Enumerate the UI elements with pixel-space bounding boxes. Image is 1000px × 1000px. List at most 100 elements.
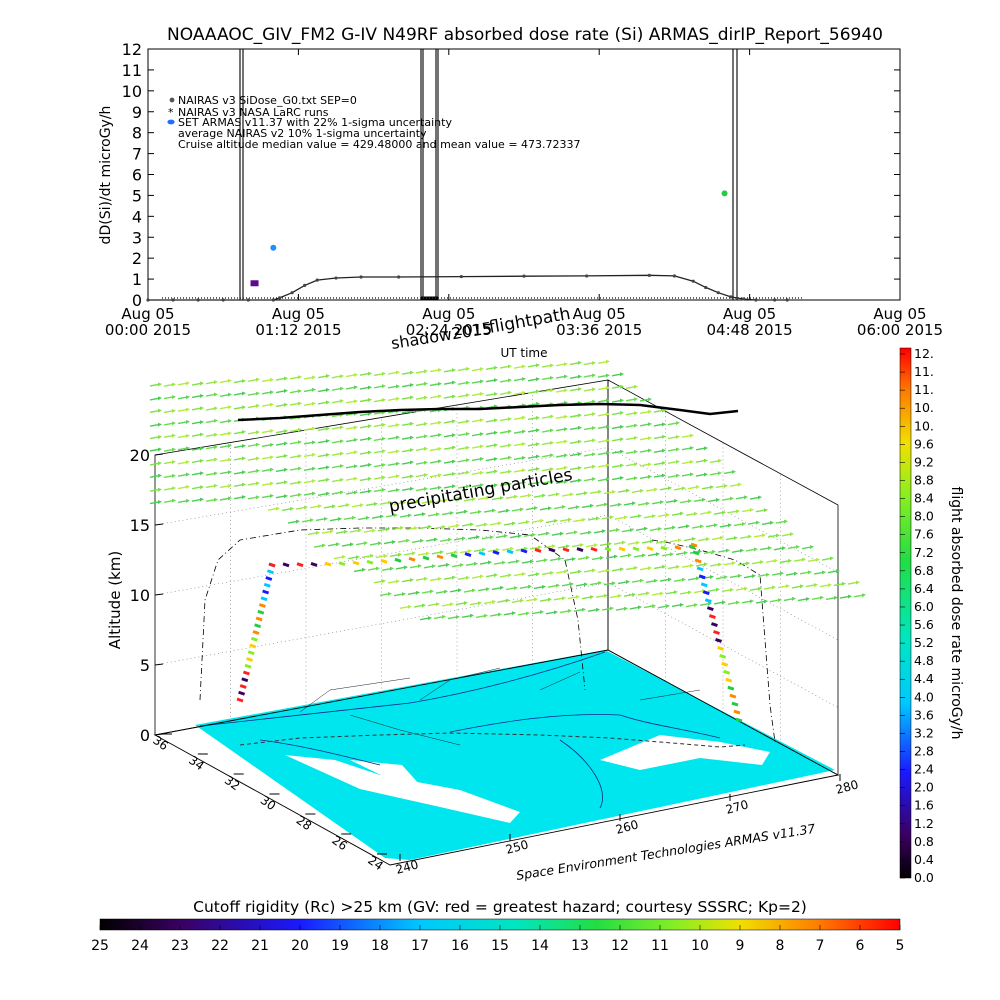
particle-arrow xyxy=(687,577,697,581)
particle-arrow-head xyxy=(438,368,442,373)
particle-arrow-head xyxy=(564,427,568,432)
particle-arrow xyxy=(611,399,621,403)
particle-arrow-head xyxy=(606,451,610,456)
particle-arrow xyxy=(349,529,359,533)
particle-arrow-head xyxy=(712,549,716,554)
particle-arrow-head xyxy=(270,402,274,407)
particle-arrow-head xyxy=(200,406,204,411)
particle-arrow xyxy=(519,494,529,498)
particle-arrow-head xyxy=(340,399,344,404)
particle-arrow xyxy=(341,543,351,547)
flight-path-segment xyxy=(723,669,731,675)
particle-arrow xyxy=(177,486,187,490)
flight-path-segment xyxy=(506,549,514,555)
particle-arrow-head xyxy=(764,508,768,513)
particle-arrow-head xyxy=(724,575,728,580)
particle-arrow-head xyxy=(620,384,624,389)
particle-arrow-head xyxy=(536,377,540,382)
particle-arrow xyxy=(827,570,837,574)
particle-arrow-head xyxy=(452,380,456,385)
particle-arrow-head xyxy=(526,520,530,525)
particle-arrow xyxy=(499,379,509,383)
particle-arrow xyxy=(627,542,637,546)
y-tick-label: 9 xyxy=(132,103,142,122)
particle-arrow-head xyxy=(426,551,430,556)
particle-arrow-head xyxy=(626,488,630,493)
particle-arrow xyxy=(497,510,507,513)
particle-arrow-head xyxy=(494,457,498,462)
particle-arrow xyxy=(443,485,453,489)
x-tick-label-date: Aug 05 xyxy=(573,305,626,323)
particle-arrow xyxy=(801,546,811,550)
particle-arrow-head xyxy=(754,547,758,552)
particle-arrow xyxy=(329,518,339,522)
colorbar-tick-label: 9.2 xyxy=(914,454,934,469)
particle-arrow-head xyxy=(652,514,656,519)
particle-arrow-head xyxy=(550,440,554,445)
particle-arrow xyxy=(261,469,271,472)
particle-arrow-head xyxy=(338,517,342,522)
flight-path-segment xyxy=(352,560,360,566)
particle-arrow xyxy=(345,439,355,443)
particle-arrow xyxy=(345,386,355,390)
line-point xyxy=(522,274,526,278)
particle-arrow-head xyxy=(762,533,766,538)
particle-arrow-head xyxy=(704,458,708,463)
particle-arrow-head xyxy=(718,458,722,463)
particle-arrow xyxy=(499,471,509,474)
particle-arrow xyxy=(703,551,713,555)
particle-arrow xyxy=(819,584,829,588)
particle-arrow-head xyxy=(670,552,674,557)
particle-arrow xyxy=(233,471,243,475)
particle-arrow-head xyxy=(640,488,644,493)
particle-arrow-head xyxy=(756,520,760,525)
particle-arrow xyxy=(313,544,323,548)
particle-arrow xyxy=(233,484,243,487)
particle-arrow xyxy=(457,471,467,475)
particle-arrow-head xyxy=(508,364,512,369)
flight-path-segment xyxy=(255,616,263,622)
particle-arrow-head xyxy=(596,607,600,612)
flight-path-segment xyxy=(534,548,542,553)
particle-arrow xyxy=(441,512,451,516)
particle-arrow xyxy=(639,411,649,415)
particle-arrow-head xyxy=(158,435,162,440)
particle-arrow-head xyxy=(340,451,344,456)
particle-arrow xyxy=(723,471,733,475)
particle-arrow xyxy=(275,455,285,459)
chart-title: NOAAAOC_GIV_FM2 G-IV N49RF absorbed dose… xyxy=(167,25,883,45)
particle-arrow-head xyxy=(810,545,814,550)
particle-arrow-head xyxy=(312,387,316,392)
legend-entry-5: Cruise altitude median value = 429.48000… xyxy=(178,138,581,151)
x-tick-label-date: Aug 05 xyxy=(723,305,776,323)
colorbar-tick-label: 0.8 xyxy=(914,834,934,849)
particle-arrow-head xyxy=(352,515,356,520)
particle-arrow xyxy=(625,386,635,390)
particle-arrow-head xyxy=(732,561,736,566)
particle-arrow-head xyxy=(522,480,526,485)
particle-arrow xyxy=(485,458,495,462)
particle-arrow-head xyxy=(638,514,642,519)
particle-arrow-head xyxy=(554,610,558,615)
particle-arrow-head xyxy=(478,509,482,514)
z-tick-label: 10 xyxy=(130,586,150,605)
particle-arrow-head xyxy=(382,398,386,403)
particle-arrow xyxy=(601,607,611,611)
particle-arrow-head xyxy=(242,405,246,410)
particle-arrow-head xyxy=(636,540,640,545)
particle-arrow xyxy=(385,514,395,518)
particle-arrow xyxy=(531,611,541,615)
map-land-white-1 xyxy=(285,755,520,823)
x-axis-label: UT time xyxy=(500,346,547,360)
particle-arrow xyxy=(553,597,563,601)
particle-arrow-head xyxy=(620,567,624,572)
particle-arrow-head xyxy=(468,549,472,554)
lon-tick-label: 260 xyxy=(614,817,640,836)
particle-arrow-head xyxy=(438,473,442,478)
particle-arrow xyxy=(375,555,385,559)
particle-arrow-head xyxy=(536,363,540,368)
particle-arrow-head xyxy=(228,470,232,475)
particle-arrow-head xyxy=(496,548,500,553)
particle-arrow xyxy=(303,492,313,496)
particle-arrow-head xyxy=(494,365,498,370)
